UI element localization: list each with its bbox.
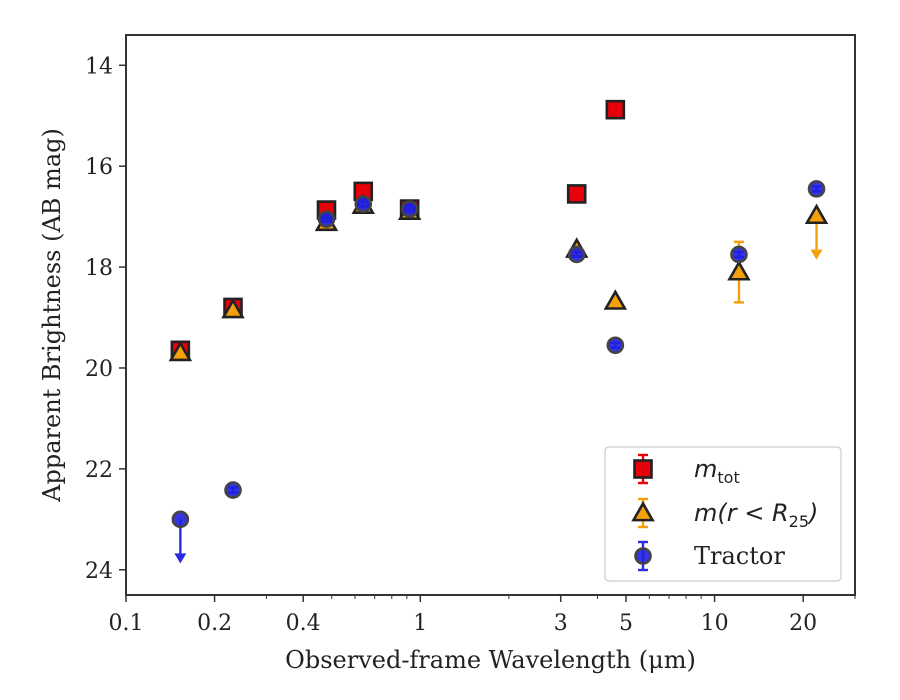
y-axis-label: Apparent Brightness (AB mag) <box>38 128 66 503</box>
x-tick-label: 5 <box>619 611 633 636</box>
triangle-limit-arrowhead <box>810 249 823 260</box>
square-point <box>605 99 626 120</box>
x-tick-label: 0.4 <box>286 611 321 636</box>
data-marks <box>168 99 829 564</box>
x-tick-label: 10 <box>701 611 729 636</box>
circle-point <box>730 245 748 264</box>
legend-marker <box>634 547 652 565</box>
y-tick-label: 22 <box>85 458 113 483</box>
circle-point <box>567 245 586 264</box>
square-point <box>566 184 587 204</box>
triangle-point <box>168 340 193 362</box>
legend-box <box>604 446 842 582</box>
y-tick-label: 20 <box>85 357 113 382</box>
y-axis: 14 16 18 20 22 24 <box>85 54 126 584</box>
y-tick-label: 24 <box>85 559 113 584</box>
triangle-point <box>727 259 751 281</box>
y-tick-label: 16 <box>85 155 113 180</box>
circle-point <box>400 200 419 218</box>
x-tick-label: 0.1 <box>109 611 144 636</box>
circle-point <box>354 195 373 213</box>
circle-point <box>807 180 826 198</box>
triangle-point <box>804 203 829 225</box>
x-tick-label: 1 <box>413 611 427 636</box>
y-tick-label: 14 <box>85 54 113 79</box>
legend-marker <box>633 459 653 479</box>
legend-entry-label: m(r < R25) <box>694 499 818 531</box>
circle-point <box>224 481 242 499</box>
triangle-point <box>603 289 628 310</box>
x-tick-label: 0.2 <box>197 611 232 636</box>
legend: mtot m(r < R25) Tractor <box>604 446 842 582</box>
circle-limit-arrowhead <box>174 553 187 564</box>
x-axis-label: Observed-frame Wavelength (μm) <box>285 646 696 674</box>
x-axis: 0.1 0.2 0.4 1 3 5 10 20 <box>109 595 856 636</box>
legend-marker <box>631 500 655 522</box>
legend-entry-label: Tractor <box>694 542 785 570</box>
circle-point <box>606 336 625 355</box>
circle-point <box>171 510 190 529</box>
plot-frame <box>125 34 856 596</box>
x-tick-label: 20 <box>789 611 817 636</box>
triangle-point <box>221 297 245 319</box>
x-tick-label: 3 <box>554 611 568 636</box>
circle-point <box>317 210 336 228</box>
y-tick-label: 18 <box>85 256 113 281</box>
legend-entry-label: mtot <box>694 455 740 487</box>
